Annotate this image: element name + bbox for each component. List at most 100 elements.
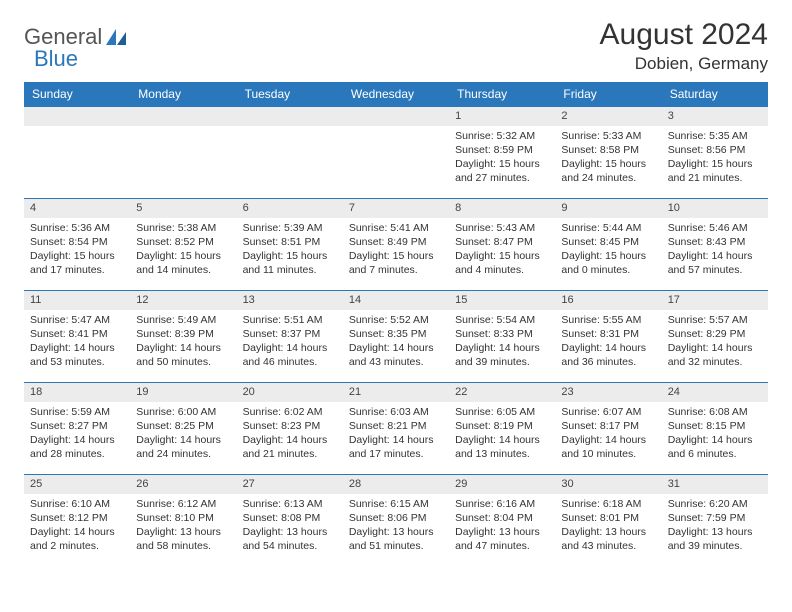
day-number: 23 <box>555 382 661 402</box>
daylight-line: Daylight: 14 hours and 39 minutes. <box>455 341 549 369</box>
day-number: 27 <box>237 474 343 494</box>
day-details: Sunrise: 5:46 AMSunset: 8:43 PMDaylight:… <box>662 218 768 282</box>
calendar-week-row: 18Sunrise: 5:59 AMSunset: 8:27 PMDayligh… <box>24 382 768 474</box>
day-details: Sunrise: 5:43 AMSunset: 8:47 PMDaylight:… <box>449 218 555 282</box>
sunrise-line: Sunrise: 6:16 AM <box>455 497 549 511</box>
day-number: 13 <box>237 290 343 310</box>
day-number: 28 <box>343 474 449 494</box>
weekday-header: Friday <box>555 82 661 106</box>
calendar-day-cell: 23Sunrise: 6:07 AMSunset: 8:17 PMDayligh… <box>555 382 661 474</box>
sunrise-line: Sunrise: 5:59 AM <box>30 405 124 419</box>
day-details: Sunrise: 6:08 AMSunset: 8:15 PMDaylight:… <box>662 402 768 466</box>
weekday-header: Tuesday <box>237 82 343 106</box>
calendar-day-cell: 31Sunrise: 6:20 AMSunset: 7:59 PMDayligh… <box>662 474 768 566</box>
day-number: 5 <box>130 198 236 218</box>
daylight-line: Daylight: 14 hours and 32 minutes. <box>668 341 762 369</box>
day-details: Sunrise: 5:51 AMSunset: 8:37 PMDaylight:… <box>237 310 343 374</box>
calendar-day-cell: 10Sunrise: 5:46 AMSunset: 8:43 PMDayligh… <box>662 198 768 290</box>
sunset-line: Sunset: 8:29 PM <box>668 327 762 341</box>
sunrise-line: Sunrise: 5:52 AM <box>349 313 443 327</box>
daylight-line: Daylight: 13 hours and 58 minutes. <box>136 525 230 553</box>
day-details: Sunrise: 5:38 AMSunset: 8:52 PMDaylight:… <box>130 218 236 282</box>
daylight-line: Daylight: 13 hours and 54 minutes. <box>243 525 337 553</box>
calendar-day-cell: 14Sunrise: 5:52 AMSunset: 8:35 PMDayligh… <box>343 290 449 382</box>
daylight-line: Daylight: 15 hours and 14 minutes. <box>136 249 230 277</box>
day-number: 25 <box>24 474 130 494</box>
logo-text-2: Blue <box>34 46 78 72</box>
weekday-header: Monday <box>130 82 236 106</box>
sunset-line: Sunset: 8:58 PM <box>561 143 655 157</box>
calendar-week-row: 4Sunrise: 5:36 AMSunset: 8:54 PMDaylight… <box>24 198 768 290</box>
sunrise-line: Sunrise: 6:05 AM <box>455 405 549 419</box>
location: Dobien, Germany <box>600 54 768 74</box>
sunrise-line: Sunrise: 5:51 AM <box>243 313 337 327</box>
daylight-line: Daylight: 15 hours and 4 minutes. <box>455 249 549 277</box>
sunrise-line: Sunrise: 6:10 AM <box>30 497 124 511</box>
sunrise-line: Sunrise: 5:47 AM <box>30 313 124 327</box>
daylight-line: Daylight: 14 hours and 13 minutes. <box>455 433 549 461</box>
day-number: 7 <box>343 198 449 218</box>
day-number: 22 <box>449 382 555 402</box>
daylight-line: Daylight: 14 hours and 24 minutes. <box>136 433 230 461</box>
sunset-line: Sunset: 8:39 PM <box>136 327 230 341</box>
day-details <box>237 126 343 133</box>
daylight-line: Daylight: 14 hours and 36 minutes. <box>561 341 655 369</box>
calendar-day-cell: . <box>237 106 343 198</box>
sunset-line: Sunset: 8:59 PM <box>455 143 549 157</box>
day-details: Sunrise: 5:49 AMSunset: 8:39 PMDaylight:… <box>130 310 236 374</box>
day-details: Sunrise: 6:05 AMSunset: 8:19 PMDaylight:… <box>449 402 555 466</box>
day-number: 2 <box>555 106 661 126</box>
sunset-line: Sunset: 7:59 PM <box>668 511 762 525</box>
daylight-line: Daylight: 14 hours and 50 minutes. <box>136 341 230 369</box>
calendar-day-cell: 6Sunrise: 5:39 AMSunset: 8:51 PMDaylight… <box>237 198 343 290</box>
sunset-line: Sunset: 8:52 PM <box>136 235 230 249</box>
day-details: Sunrise: 6:03 AMSunset: 8:21 PMDaylight:… <box>343 402 449 466</box>
sunset-line: Sunset: 8:04 PM <box>455 511 549 525</box>
day-number: 29 <box>449 474 555 494</box>
day-details: Sunrise: 5:32 AMSunset: 8:59 PMDaylight:… <box>449 126 555 190</box>
sunrise-line: Sunrise: 5:38 AM <box>136 221 230 235</box>
calendar-day-cell: 26Sunrise: 6:12 AMSunset: 8:10 PMDayligh… <box>130 474 236 566</box>
calendar-day-cell: . <box>24 106 130 198</box>
day-details: Sunrise: 5:39 AMSunset: 8:51 PMDaylight:… <box>237 218 343 282</box>
sunrise-line: Sunrise: 5:43 AM <box>455 221 549 235</box>
day-details: Sunrise: 6:15 AMSunset: 8:06 PMDaylight:… <box>343 494 449 558</box>
sunset-line: Sunset: 8:41 PM <box>30 327 124 341</box>
sunrise-line: Sunrise: 6:00 AM <box>136 405 230 419</box>
title-block: August 2024 Dobien, Germany <box>600 18 768 74</box>
day-number: 17 <box>662 290 768 310</box>
sunset-line: Sunset: 8:27 PM <box>30 419 124 433</box>
daylight-line: Daylight: 13 hours and 43 minutes. <box>561 525 655 553</box>
day-number: 4 <box>24 198 130 218</box>
sunset-line: Sunset: 8:45 PM <box>561 235 655 249</box>
day-details: Sunrise: 6:20 AMSunset: 7:59 PMDaylight:… <box>662 494 768 558</box>
daylight-line: Daylight: 14 hours and 2 minutes. <box>30 525 124 553</box>
calendar-day-cell: 9Sunrise: 5:44 AMSunset: 8:45 PMDaylight… <box>555 198 661 290</box>
day-details: Sunrise: 6:00 AMSunset: 8:25 PMDaylight:… <box>130 402 236 466</box>
sunset-line: Sunset: 8:43 PM <box>668 235 762 249</box>
calendar-day-cell: 19Sunrise: 6:00 AMSunset: 8:25 PMDayligh… <box>130 382 236 474</box>
calendar-day-cell: 30Sunrise: 6:18 AMSunset: 8:01 PMDayligh… <box>555 474 661 566</box>
sunrise-line: Sunrise: 6:18 AM <box>561 497 655 511</box>
sunrise-line: Sunrise: 5:49 AM <box>136 313 230 327</box>
day-number: 18 <box>24 382 130 402</box>
day-details: Sunrise: 5:59 AMSunset: 8:27 PMDaylight:… <box>24 402 130 466</box>
sunset-line: Sunset: 8:17 PM <box>561 419 655 433</box>
logo-sail-icon <box>106 29 126 45</box>
daylight-line: Daylight: 15 hours and 17 minutes. <box>30 249 124 277</box>
day-details <box>24 126 130 133</box>
daylight-line: Daylight: 14 hours and 57 minutes. <box>668 249 762 277</box>
sunrise-line: Sunrise: 5:55 AM <box>561 313 655 327</box>
sunset-line: Sunset: 8:47 PM <box>455 235 549 249</box>
sunrise-line: Sunrise: 6:13 AM <box>243 497 337 511</box>
day-number: 19 <box>130 382 236 402</box>
sunset-line: Sunset: 8:19 PM <box>455 419 549 433</box>
day-details: Sunrise: 6:07 AMSunset: 8:17 PMDaylight:… <box>555 402 661 466</box>
day-details: Sunrise: 5:54 AMSunset: 8:33 PMDaylight:… <box>449 310 555 374</box>
day-number: . <box>343 106 449 126</box>
sunrise-line: Sunrise: 6:12 AM <box>136 497 230 511</box>
calendar-day-cell: 13Sunrise: 5:51 AMSunset: 8:37 PMDayligh… <box>237 290 343 382</box>
calendar-day-cell: 16Sunrise: 5:55 AMSunset: 8:31 PMDayligh… <box>555 290 661 382</box>
day-number: 1 <box>449 106 555 126</box>
day-details: Sunrise: 5:55 AMSunset: 8:31 PMDaylight:… <box>555 310 661 374</box>
